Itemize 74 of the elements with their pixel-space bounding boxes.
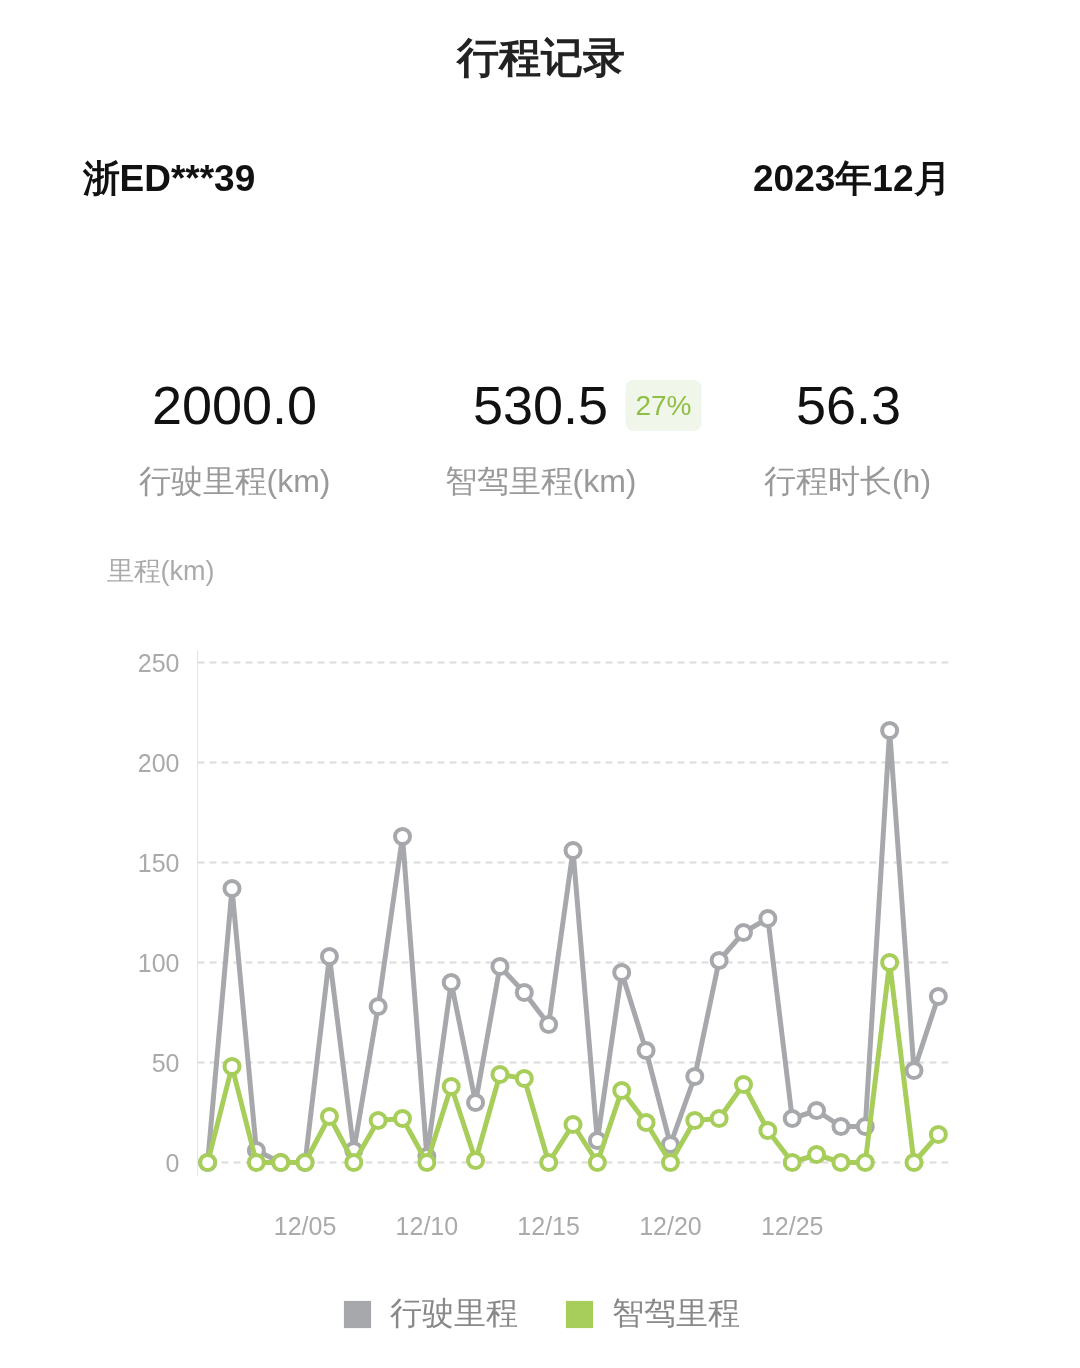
x-tick-label: 12/25 — [760, 1211, 824, 1240]
point — [466, 1093, 486, 1112]
point — [660, 1153, 680, 1172]
point — [222, 879, 242, 898]
point — [344, 1153, 364, 1172]
legend-label: 行驶里程 — [390, 1294, 518, 1333]
point — [685, 1067, 705, 1086]
point — [490, 957, 510, 976]
point — [928, 987, 948, 1006]
point — [880, 953, 900, 972]
point — [441, 973, 461, 992]
point — [831, 1117, 851, 1136]
point — [587, 1153, 607, 1172]
point — [441, 1077, 461, 1096]
y-tick-label: 200 — [137, 748, 180, 777]
text: 智驾里程(km) — [444, 462, 637, 499]
point — [246, 1153, 266, 1172]
point — [855, 1153, 875, 1172]
point — [880, 721, 900, 740]
text: 2000.0 — [151, 375, 318, 435]
point — [490, 1065, 510, 1084]
point — [782, 1153, 802, 1172]
point — [563, 1115, 583, 1134]
point — [417, 1153, 437, 1172]
x-tick-label: 12/20 — [639, 1211, 702, 1240]
y-tick-label: 50 — [151, 1048, 180, 1077]
text: 27% — [635, 390, 692, 421]
x-tick-label: 12/05 — [273, 1211, 337, 1240]
y-tick-label: 150 — [137, 848, 180, 877]
point — [685, 1111, 705, 1130]
x-tick-label: 12/15 — [517, 1211, 580, 1240]
point — [636, 1113, 656, 1132]
point — [612, 1081, 632, 1100]
text: 行程时长(h) — [763, 462, 932, 499]
point — [514, 983, 534, 1002]
point — [636, 1041, 656, 1060]
point — [807, 1145, 827, 1164]
y-axis-title: 里程(km) — [106, 555, 215, 586]
point — [393, 1109, 412, 1128]
y-tick-label: 100 — [137, 948, 180, 977]
point — [368, 997, 388, 1016]
chart-title: 行程记录 — [454, 34, 625, 81]
text: 行驶里程(km) — [138, 462, 331, 499]
point — [612, 963, 632, 982]
point — [831, 1153, 851, 1172]
point — [539, 1015, 559, 1034]
point — [928, 1125, 948, 1144]
point — [734, 923, 753, 942]
point — [319, 947, 339, 966]
point — [514, 1069, 534, 1088]
point — [904, 1153, 924, 1172]
point — [758, 1121, 778, 1140]
y-tick-label: 0 — [165, 1148, 180, 1177]
point — [563, 841, 583, 860]
y-tick-label: 250 — [137, 648, 180, 677]
point — [319, 1107, 339, 1126]
chart-subtitle: 浙ED***39 — [81, 158, 256, 199]
point — [539, 1153, 559, 1172]
point — [466, 1151, 486, 1170]
point — [758, 909, 778, 928]
text: 2023年12月 — [753, 158, 951, 199]
point — [709, 951, 729, 970]
text: 530.5 — [472, 375, 609, 435]
point — [368, 1111, 388, 1130]
point — [393, 827, 412, 846]
point — [734, 1075, 753, 1094]
point — [807, 1101, 827, 1120]
point — [904, 1061, 924, 1080]
point — [709, 1109, 729, 1128]
legend-label: 智驾里程 — [612, 1294, 740, 1333]
text: 56.3 — [795, 375, 902, 435]
point — [782, 1109, 802, 1128]
point — [222, 1057, 242, 1076]
x-tick-label: 12/10 — [395, 1211, 459, 1240]
